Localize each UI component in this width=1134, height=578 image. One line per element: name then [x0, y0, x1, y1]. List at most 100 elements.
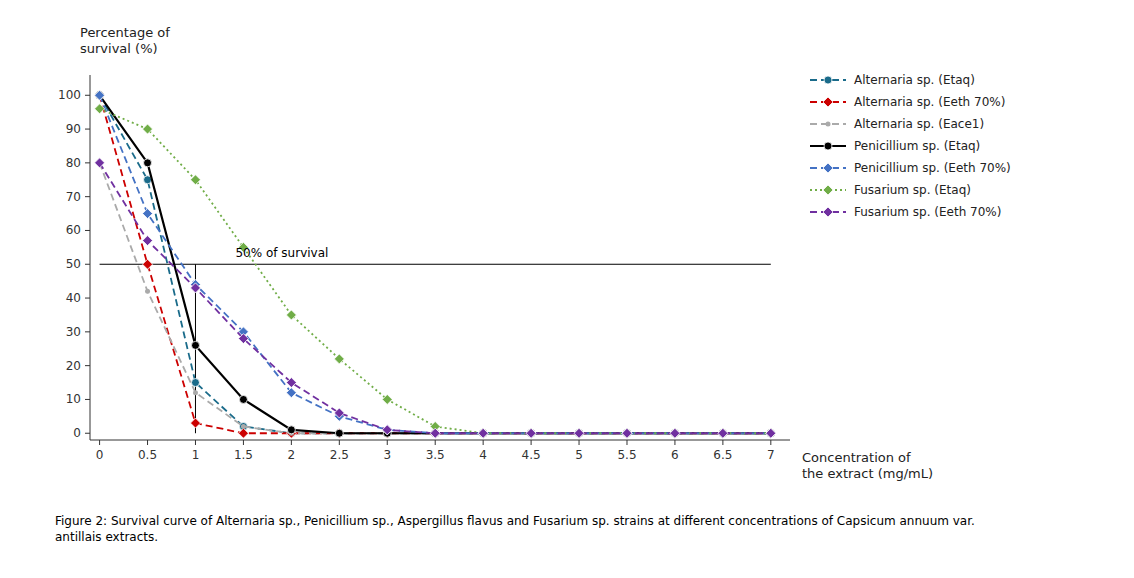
x-tick-label: 2.5 [330, 448, 349, 462]
data-point [766, 428, 776, 438]
data-point [622, 428, 632, 438]
data-point [287, 426, 295, 434]
legend-marker [824, 76, 832, 84]
axes: 00.511.522.533.544.555.566.5701020304050… [58, 75, 790, 462]
y-tick-label: 100 [58, 88, 81, 102]
data-point [623, 429, 631, 437]
y-tick [85, 196, 90, 197]
data-point [574, 428, 584, 438]
data-point [334, 354, 344, 364]
x-tick [626, 440, 627, 445]
data-point [622, 428, 632, 438]
text-line: the extract (mg/mL) [802, 466, 933, 481]
data-point [622, 428, 632, 438]
x-tick-label: 1.5 [234, 448, 253, 462]
data-point [239, 395, 247, 403]
x-tick [435, 440, 436, 445]
data-point [478, 428, 488, 438]
legend-marker [823, 185, 833, 195]
data-point [334, 428, 344, 438]
data-point [670, 428, 680, 438]
x-tick [243, 440, 244, 445]
y-tick-label: 90 [66, 122, 81, 136]
x-tick-label: 4 [479, 448, 487, 462]
data-point [718, 428, 728, 438]
data-point [526, 428, 536, 438]
legend-label: Fusarium sp. (Etaq) [854, 183, 971, 197]
series-line [100, 163, 771, 433]
data-point [191, 341, 199, 349]
data-point [193, 390, 198, 395]
data-point [575, 429, 583, 437]
text-line: antillais extracts. [55, 530, 158, 544]
x-tick-label: 5 [575, 448, 583, 462]
data-point [190, 418, 200, 428]
chart: 00.511.522.533.544.555.566.5701020304050… [0, 0, 1134, 578]
series-line [100, 95, 771, 433]
x-axis-label: Concentration ofthe extract (mg/mL) [802, 450, 933, 481]
reference-line-horizontal [100, 264, 771, 265]
y-tick [85, 399, 90, 400]
data-point [96, 91, 104, 99]
data-point [143, 209, 153, 219]
data-point [143, 124, 153, 134]
data-point [431, 429, 439, 437]
data-point [143, 259, 153, 269]
data-point [766, 428, 776, 438]
y-tick [85, 365, 90, 366]
data-point [623, 429, 631, 437]
text-line: survival (%) [80, 41, 158, 56]
x-tick-label: 3.5 [426, 448, 445, 462]
x-tick [339, 440, 340, 445]
y-axis-label: Percentage ofsurvival (%) [80, 25, 170, 56]
y-axis [90, 75, 91, 440]
data-point [190, 283, 200, 293]
data-point [478, 428, 488, 438]
y-tick-label: 60 [66, 223, 81, 237]
legend-marker [826, 122, 831, 127]
y-tick-label: 80 [66, 156, 81, 170]
data-point [144, 159, 152, 167]
y-tick [85, 433, 90, 434]
y-tick [85, 264, 90, 265]
x-tick-label: 7 [767, 448, 775, 462]
data-point [479, 429, 487, 437]
data-point [574, 428, 584, 438]
data-point [767, 429, 775, 437]
series-line [100, 109, 771, 433]
data-point [574, 428, 584, 438]
y-tick-label: 30 [66, 325, 81, 339]
data-point [622, 428, 632, 438]
y-tick [85, 95, 90, 96]
y-tick-label: 0 [73, 426, 81, 440]
x-tick [722, 440, 723, 445]
y-tick [85, 331, 90, 332]
data-point [145, 289, 150, 294]
data-point [382, 425, 392, 435]
data-point [526, 428, 536, 438]
x-tick-label: 1 [192, 448, 200, 462]
legend-label: Penicillium sp. (Etaq) [854, 139, 980, 153]
data-point [430, 428, 440, 438]
data-point [430, 428, 440, 438]
data-point [527, 429, 535, 437]
x-tick-label: 6.5 [713, 448, 732, 462]
data-point [527, 429, 535, 437]
text-line: Figure 2: Survival curve of Alternaria s… [55, 514, 975, 528]
x-tick [483, 440, 484, 445]
y-tick-label: 50 [66, 257, 81, 271]
caption: Figure 2: Survival curve of Alternaria s… [55, 514, 975, 544]
x-tick-label: 0 [96, 448, 104, 462]
legend-marker [823, 97, 833, 107]
x-tick-label: 3 [383, 448, 391, 462]
legend-marker [823, 207, 833, 217]
data-point [95, 104, 105, 114]
data-point [286, 378, 296, 388]
x-tick-label: 4.5 [522, 448, 541, 462]
y-tick [85, 298, 90, 299]
legend-label: Fusarium sp. (Eeth 70%) [854, 205, 1001, 219]
data-point [335, 429, 343, 437]
data-point [526, 428, 536, 438]
x-tick [99, 440, 100, 445]
data-point [96, 91, 104, 99]
